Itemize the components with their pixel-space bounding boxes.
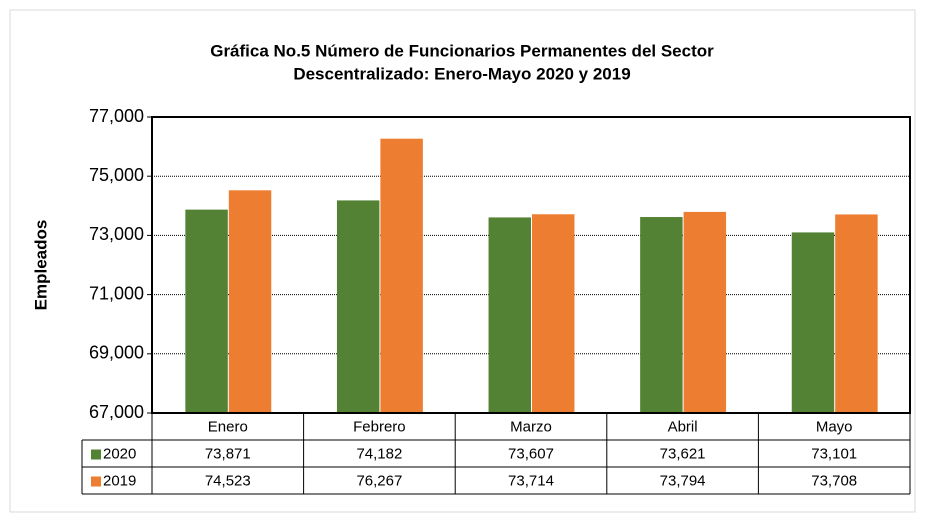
chart-title: Gráfica No.5 Número de Funcionarios Perm…: [210, 41, 714, 60]
data-label: 73,101: [811, 445, 857, 462]
plot-area: [151, 116, 911, 414]
data-label: 73,708: [811, 472, 857, 489]
data-label: 74,182: [356, 445, 402, 462]
bar: [488, 217, 531, 413]
legend-label: 2019: [103, 472, 136, 489]
y-tick-label: 77,000: [89, 106, 144, 126]
data-label: 76,267: [356, 472, 402, 489]
data-label: 73,621: [660, 445, 706, 462]
x-tick-label: Marzo: [510, 418, 552, 435]
data-label: 73,607: [508, 445, 554, 462]
x-tick-label: Febrero: [353, 418, 406, 435]
y-tick-label: 73,000: [89, 224, 144, 244]
data-label: 73,794: [660, 472, 706, 489]
bar: [683, 211, 727, 413]
data-label: 73,714: [508, 472, 554, 489]
bar: [835, 214, 878, 413]
bar: [532, 214, 575, 413]
data-label: 73,871: [205, 445, 251, 462]
bar: [380, 138, 423, 414]
y-tick-label: 75,000: [89, 165, 144, 185]
y-tick-label: 67,000: [89, 402, 144, 422]
legend-label: 2020: [103, 445, 136, 462]
x-tick-label: Enero: [208, 418, 248, 435]
legend-key: [91, 476, 101, 487]
bar: [336, 200, 380, 413]
y-tick-label: 69,000: [89, 343, 144, 363]
chart-border: [9, 9, 916, 513]
x-tick-label: Mayo: [816, 418, 853, 435]
legend-key: [91, 449, 101, 460]
chart-title: Descentralizado: Enero-Mayo 2020 y 2019: [293, 64, 630, 83]
data-label: 74,523: [205, 472, 251, 489]
bar: [228, 190, 272, 413]
bar: [640, 217, 683, 413]
x-tick-label: Abril: [668, 418, 698, 435]
bar: [185, 209, 228, 413]
y-axis-label: Empleados: [31, 220, 50, 311]
y-tick-label: 71,000: [89, 283, 144, 303]
bar: [791, 232, 835, 413]
